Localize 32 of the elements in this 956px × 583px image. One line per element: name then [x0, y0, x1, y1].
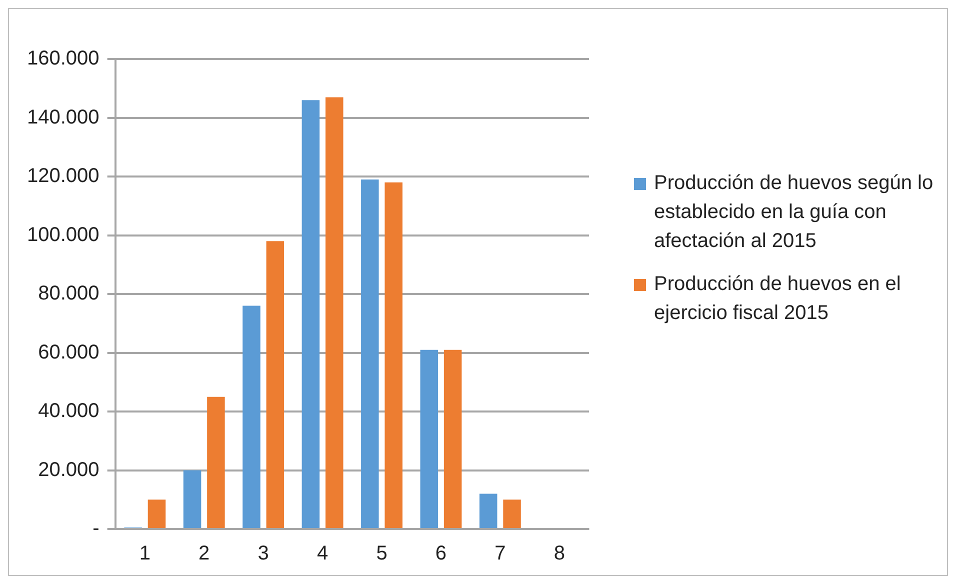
y-tick-label: 20.000 — [38, 458, 100, 481]
legend-label: Producción de huevos en el ejercicio fiscal 2015 — [654, 272, 902, 326]
bar — [266, 241, 284, 528]
bar — [503, 500, 521, 528]
bar — [420, 350, 438, 528]
bar — [444, 350, 462, 528]
x-tick-label: 3 — [258, 542, 269, 565]
bar — [384, 182, 402, 528]
y-tick-label: 100.000 — [27, 224, 100, 246]
y-tick-label: 160.000 — [27, 48, 100, 70]
x-tick-label: 8 — [554, 542, 565, 565]
bar — [361, 179, 379, 528]
y-tick-label: 60.000 — [38, 341, 100, 364]
bar — [326, 97, 344, 528]
bar — [479, 494, 498, 528]
y-tick-label: 140.000 — [27, 106, 100, 128]
bar — [302, 100, 320, 528]
x-tick-label: 2 — [198, 542, 210, 565]
x-tick-label: 6 — [435, 542, 447, 565]
x-tick-label: 7 — [494, 542, 506, 565]
x-tick-label: 5 — [376, 542, 388, 565]
y-tick-label: 80.000 — [38, 282, 100, 305]
x-tick-label: 1 — [139, 542, 150, 565]
bar — [183, 470, 202, 528]
y-tick-label: 120.000 — [27, 165, 100, 188]
bar — [242, 306, 260, 528]
y-tick-label: - — [92, 518, 100, 540]
bar — [148, 500, 166, 528]
y-tick-label: 40.000 — [38, 400, 100, 422]
x-tick-label: 4 — [316, 542, 328, 565]
legend-label: Producción de huevos según lo establecido en la guía con afectación al 2015 — [654, 171, 934, 254]
bar — [207, 396, 225, 528]
